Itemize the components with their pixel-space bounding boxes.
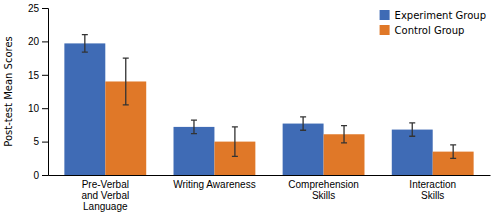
- x-tick-label: Writing Awareness: [173, 179, 255, 190]
- series: [105, 58, 473, 175]
- error-bar: [300, 117, 306, 130]
- legend-label: Experiment Group: [395, 10, 486, 21]
- x-tick-label-line: Writing Awareness: [173, 179, 255, 190]
- x-axis: Pre-Verbaland VerbalLanguage Writing Awar…: [49, 175, 491, 212]
- marks: [64, 35, 473, 175]
- legend-item: Experiment Group: [380, 10, 486, 21]
- error-bar: [123, 58, 129, 105]
- plot: 0 5 10 15 20 25 Pre-Verbaland VerbalLanguage Wr…: [28, 3, 491, 212]
- y-axis: 0 5 10 15 20 25: [28, 3, 49, 181]
- y-tick: 25: [28, 3, 48, 14]
- x-tick-label-line: Pre-Verbal: [82, 179, 129, 190]
- legend-swatch: [380, 10, 390, 20]
- error-bar: [450, 145, 456, 158]
- error-bar: [341, 126, 347, 143]
- error-bar: [409, 123, 415, 136]
- bar: [64, 43, 105, 175]
- y-tick: 20: [28, 36, 48, 47]
- y-tick-mark: [42, 142, 48, 143]
- legend-item: Control Group: [380, 25, 465, 36]
- legend-label: Control Group: [395, 25, 465, 36]
- y-tick-mark: [42, 108, 48, 109]
- x-tick-label: ComprehensionSkills: [288, 179, 359, 201]
- y-tick-mark: [42, 8, 48, 9]
- x-tick: ComprehensionSkills: [288, 175, 359, 201]
- x-tick-label-line: Skills: [312, 190, 335, 201]
- y-tick-label: 10: [28, 103, 40, 114]
- x-tick-label-line: and Verbal: [81, 190, 129, 201]
- x-tick: Writing Awareness: [173, 175, 255, 190]
- x-tick-label: InteractionSkills: [409, 179, 456, 201]
- legend-swatch: [380, 25, 390, 35]
- error-bar: [191, 120, 197, 133]
- y-tick-label: 5: [33, 136, 39, 147]
- y-tick-label: 25: [28, 3, 40, 14]
- x-tick: Pre-Verbaland VerbalLanguage: [81, 175, 129, 212]
- y-tick: 0: [33, 170, 48, 181]
- y-tick-label: 20: [28, 36, 40, 47]
- y-axis-line: [42, 9, 49, 176]
- y-tick-mark: [42, 41, 48, 42]
- series: [64, 35, 432, 175]
- x-tick-label-line: Interaction: [409, 179, 456, 190]
- y-tick: 15: [28, 70, 48, 81]
- x-tick-label-line: Skills: [421, 190, 444, 201]
- y-tick-label: 0: [33, 170, 39, 181]
- error-bar: [232, 127, 238, 156]
- x-tick-label-line: Comprehension: [288, 179, 359, 190]
- y-tick-mark: [42, 175, 48, 176]
- y-tick: 5: [33, 136, 48, 147]
- y-tick: 10: [28, 103, 48, 114]
- error-bar: [82, 35, 88, 52]
- y-axis-title: Post-test Mean Scores: [3, 36, 14, 147]
- x-axis-line: [49, 175, 491, 176]
- legend: Experiment Group Control Group: [380, 10, 486, 36]
- y-tick-label: 15: [28, 70, 40, 81]
- x-tick-label: Pre-Verbaland VerbalLanguage: [81, 179, 129, 212]
- bar: [283, 124, 324, 175]
- chart: 0 5 10 15 20 25 Pre-Verbaland VerbalLanguage Wr…: [0, 0, 500, 221]
- y-tick-mark: [42, 75, 48, 76]
- x-tick-label-line: Language: [83, 201, 128, 212]
- x-tick: InteractionSkills: [409, 175, 456, 201]
